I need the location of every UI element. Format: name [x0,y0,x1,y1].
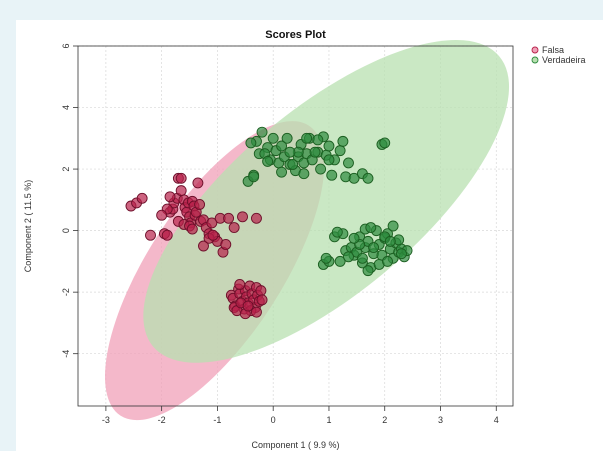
data-point [255,285,267,297]
data-point [368,242,380,253]
data-point [164,191,176,203]
data-point [348,232,360,244]
y-tick-label: -4 [61,350,71,358]
x-tick-label: 0 [271,415,276,425]
y-tick-label: 4 [61,105,71,110]
data-point [284,146,296,158]
chart-frame: -3 -2 -1 0 1 2 3 4 -4 -2 0 2 4 6 Scores Plot Componen… [16,20,603,451]
data-point [323,154,335,166]
data-point [315,163,327,175]
data-point [156,209,168,221]
data-points [125,126,413,320]
data-point [337,135,349,147]
data-point [234,279,246,290]
data-point [262,155,274,167]
data-point [387,220,399,232]
legend-marker [531,46,539,54]
x-tick-label: 2 [382,415,387,425]
x-tick-label: -3 [102,415,110,425]
data-point [312,134,324,146]
data-point [248,171,260,183]
plot-border [77,45,514,407]
data-point [175,172,187,184]
data-point [323,140,335,152]
data-point [356,252,368,264]
data-point [228,222,240,233]
data-point [251,306,262,318]
data-point [382,255,393,267]
y-tick-label: -2 [61,288,71,296]
data-point [256,294,268,306]
data-point [287,159,299,170]
data-point [192,177,204,189]
data-point [309,146,321,158]
data-point [379,137,391,149]
y-tick-label: 6 [61,43,71,48]
x-tick-label: 1 [326,415,331,425]
x-tick-label: 3 [438,415,443,425]
data-point [194,199,206,210]
y-tick-label: 2 [61,167,71,172]
chart-title: Scores Plot [265,29,326,41]
data-point [223,212,235,224]
legend-label: Verdadeira [542,55,586,65]
data-point [161,229,173,241]
data-point [186,223,198,235]
x-axis-title: Component 1 ( 9.9 %) [251,440,339,450]
data-point [237,211,248,223]
ellipse-verdadeira [143,39,510,363]
data-point [136,192,148,204]
data-point [251,212,262,224]
data-point [326,169,338,181]
data-point [198,240,209,252]
data-point [175,185,187,197]
scores-plot-chart: -3 -2 -1 0 1 2 3 4 -4 -2 0 2 4 6 Scores Plot Componen… [23,29,586,450]
data-point [242,300,254,312]
data-point [298,168,310,180]
data-point [331,226,343,238]
data-point [362,265,374,277]
data-point [334,145,346,157]
data-point [343,251,354,263]
data-point [362,172,374,184]
confidence-ellipses [105,39,510,421]
data-point [276,166,288,178]
data-point [281,132,293,144]
data-point [145,229,156,241]
data-point [334,255,346,267]
data-point [384,235,396,247]
legend-label: Falsa [542,45,564,55]
legend-marker [531,56,539,64]
data-point [220,239,232,250]
data-point [343,157,354,169]
data-point [267,132,279,144]
data-point [206,217,218,229]
data-point [348,172,360,184]
y-axis-title: Component 2 ( 11.5 %) [23,180,33,272]
data-point [256,126,268,138]
x-tick-label: 4 [494,415,499,425]
data-point [301,132,313,144]
axis-ticks: -3 -2 -1 0 1 2 3 4 -4 -2 0 2 4 6 [61,43,499,425]
data-point [320,252,332,264]
data-point [396,248,407,260]
data-point [245,137,257,149]
data-point [276,140,288,152]
data-point [207,229,219,241]
x-tick-label: -2 [158,415,166,425]
y-tick-label: 0 [61,228,71,233]
data-point [365,222,377,233]
x-tick-label: -1 [213,415,221,425]
